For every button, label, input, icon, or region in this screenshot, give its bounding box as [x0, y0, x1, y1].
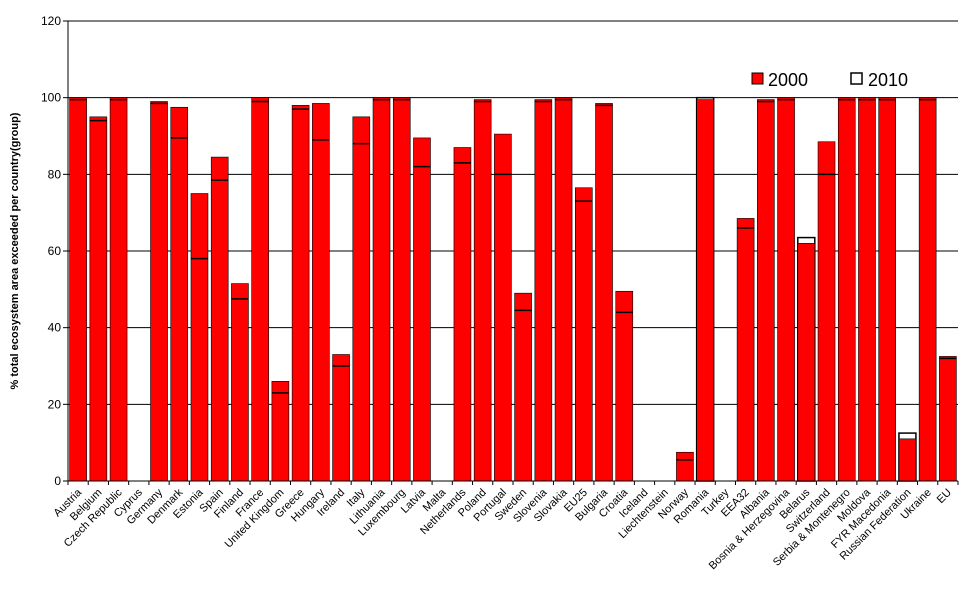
bar-2000 — [736, 218, 755, 482]
bar-2000 — [777, 97, 795, 482]
bar-2000 — [190, 193, 209, 482]
bar-2000 — [757, 99, 775, 482]
category-label: EU — [935, 487, 954, 506]
bar-2000 — [696, 99, 714, 482]
legend-swatch-2010 — [850, 72, 863, 85]
bar-2000 — [89, 116, 108, 482]
bar-2000 — [291, 105, 310, 482]
bar-2000 — [615, 290, 634, 482]
bar-2000 — [210, 156, 229, 482]
legend-swatch-2000 — [751, 72, 764, 85]
y-tick-label: 120 — [41, 14, 61, 28]
bar-2000 — [271, 381, 290, 482]
bar-2000 — [312, 103, 330, 482]
bar-2000 — [939, 356, 957, 482]
bar-2000 — [453, 147, 472, 482]
bar-2000 — [918, 97, 937, 482]
axes — [67, 21, 959, 485]
y-tick-label: 100 — [41, 91, 61, 105]
legend-label-2000: 2000 — [768, 70, 808, 90]
bar-2000 — [372, 97, 391, 482]
y-tick-label: 40 — [48, 321, 62, 335]
bar-2000 — [392, 97, 411, 482]
bar-2000 — [595, 103, 613, 482]
bar-2000 — [797, 243, 816, 482]
y-tick-label: 80 — [48, 167, 62, 181]
bar-2000 — [251, 97, 269, 482]
legend-label-2010: 2010 — [868, 70, 908, 90]
legend: 2000 2010 — [751, 70, 908, 90]
bar-2000 — [150, 101, 168, 482]
y-axis-ticks: 0 20 40 60 80 100 120 — [41, 14, 68, 488]
bar-2000 — [473, 99, 492, 482]
bar-2000 — [837, 97, 856, 482]
bar-2000 — [413, 137, 431, 482]
bar-2000 — [858, 97, 876, 482]
bar-2000 — [514, 292, 532, 482]
bar-2000 — [676, 451, 694, 482]
bar-2000 — [69, 97, 87, 482]
bar-2000 — [332, 354, 350, 482]
bar-2000 — [109, 97, 128, 482]
y-tick-label: 60 — [48, 244, 62, 258]
bar-2000 — [878, 97, 897, 482]
bar-2000 — [817, 141, 836, 482]
bar-2000 — [494, 133, 512, 482]
bar-2000 — [574, 187, 593, 482]
bar-2000 — [352, 116, 371, 482]
bar-2000 — [534, 99, 553, 482]
bar-2000 — [554, 97, 573, 482]
y-tick-label: 20 — [48, 397, 62, 411]
bars — [69, 96, 957, 482]
bar-2000 — [231, 283, 249, 482]
bar-2000 — [898, 438, 917, 482]
bar-2000 — [170, 106, 189, 482]
y-tick-label: 0 — [54, 474, 61, 488]
y-axis-label: % total ecosystem area exceeded per coun… — [9, 112, 21, 389]
